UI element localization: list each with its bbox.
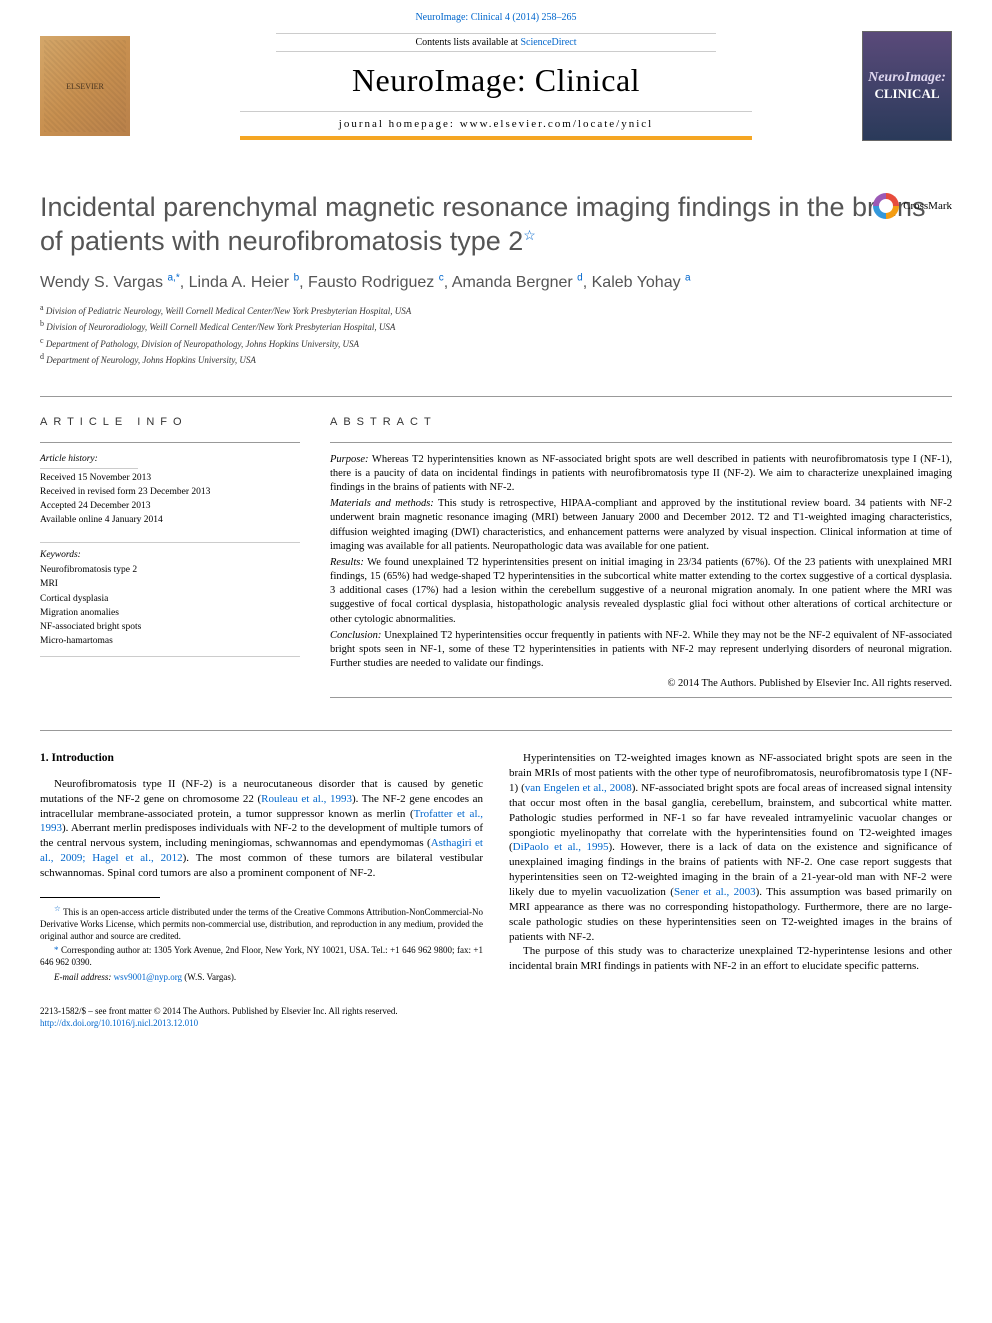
doi-link[interactable]: http://dx.doi.org/10.1016/j.nicl.2013.12…	[40, 1018, 198, 1028]
divider	[330, 697, 952, 698]
body-columns: 1. Introduction Neurofibromatosis type I…	[0, 751, 992, 994]
reference-link[interactable]: van Engelen et al., 2008	[525, 782, 632, 794]
footnotes-block: ☆ This is an open-access article distrib…	[40, 904, 483, 983]
elsevier-logo-label: ELSEVIER	[66, 82, 104, 91]
journal-homepage-url[interactable]: www.elsevier.com/locate/ynicl	[460, 118, 654, 130]
footnote-email: E-mail address: wsv9001@nyp.org (W.S. Va…	[40, 971, 483, 983]
title-footnote-star[interactable]: ☆	[523, 227, 536, 243]
affiliation: d Department of Neurology, Johns Hopkins…	[40, 351, 952, 368]
header-center: Contents lists available at ScienceDirec…	[130, 33, 862, 140]
affiliations-block: a Division of Pediatric Neurology, Weill…	[40, 302, 952, 368]
article-info-column: ARTICLE INFO Article history: Received 1…	[40, 415, 300, 709]
affiliation: c Department of Pathology, Division of N…	[40, 335, 952, 352]
body-column-right: Hyperintensities on T2-weighted images k…	[509, 751, 952, 984]
footnote-corresponding: * Corresponding author at: 1305 York Ave…	[40, 944, 483, 968]
keyword: Neurofibromatosis type 2	[40, 564, 300, 577]
history-line: Received in revised form 23 December 201…	[40, 486, 300, 499]
logo-line1: NeuroImage:	[863, 70, 951, 86]
author: Amanda Bergner d,	[452, 274, 592, 291]
affiliation: a Division of Pediatric Neurology, Weill…	[40, 302, 952, 319]
author: Wendy S. Vargas a,*,	[40, 274, 189, 291]
body-paragraph: Hyperintensities on T2-weighted images k…	[509, 751, 952, 944]
keyword: MRI	[40, 578, 300, 591]
history-label: Article history:	[40, 453, 138, 468]
journal-name: NeuroImage: Clinical	[130, 62, 862, 99]
abstract-conclusion: Conclusion: Unexplained T2 hyperintensit…	[330, 629, 952, 672]
divider	[40, 442, 300, 443]
reference-link[interactable]: DiPaolo et al., 1995	[513, 841, 609, 853]
footnote-divider	[40, 897, 160, 898]
abstract-copyright: © 2014 The Authors. Published by Elsevie…	[330, 677, 952, 691]
abstract-results: Results: We found unexplained T2 hyperin…	[330, 556, 952, 627]
contents-available-line: Contents lists available at ScienceDirec…	[276, 33, 715, 52]
article-title: Incidental parenchymal magnetic resonanc…	[40, 191, 952, 259]
crossmark-label: CrossMark	[903, 200, 952, 212]
body-column-left: 1. Introduction Neurofibromatosis type I…	[40, 751, 483, 984]
keyword: Cortical dysplasia	[40, 593, 300, 606]
history-line: Available online 4 January 2014	[40, 514, 300, 527]
elsevier-logo[interactable]: ELSEVIER	[40, 36, 130, 136]
journal-cover-logo: NeuroImage: CLINICAL	[862, 31, 952, 141]
abstract-materials: Materials and methods: This study is ret…	[330, 497, 952, 554]
meta-abstract-row: ARTICLE INFO Article history: Received 1…	[0, 397, 992, 719]
reference-link[interactable]: Rouleau et al., 1993	[261, 793, 352, 805]
body-paragraph: The purpose of this study was to charact…	[509, 944, 952, 974]
author: Linda A. Heier b,	[189, 274, 308, 291]
abstract-purpose: Purpose: Whereas T2 hyperintensities kno…	[330, 453, 952, 496]
keyword: Micro-hamartomas	[40, 635, 300, 648]
top-journal-name: NeuroImage: Clinical	[415, 12, 502, 23]
email-link[interactable]: wsv9001@nyp.org	[114, 972, 182, 982]
article-info-heading: ARTICLE INFO	[40, 415, 300, 430]
author: Kaleb Yohay a	[592, 274, 691, 291]
section-heading: 1. Introduction	[40, 751, 483, 767]
authors-line: Wendy S. Vargas a,*, Linda A. Heier b, F…	[40, 273, 952, 292]
sciencedirect-link[interactable]: ScienceDirect	[520, 37, 576, 48]
divider	[330, 442, 952, 443]
crossmark-icon	[873, 193, 899, 219]
title-block: CrossMark Incidental parenchymal magneti…	[0, 141, 992, 378]
history-line: Accepted 24 December 2013	[40, 500, 300, 513]
author: Fausto Rodriguez c,	[308, 274, 452, 291]
keyword: Migration anomalies	[40, 607, 300, 620]
body-paragraph: Neurofibromatosis type II (NF-2) is a ne…	[40, 777, 483, 881]
divider	[40, 730, 952, 731]
logo-line2: CLINICAL	[863, 86, 951, 102]
affiliation: b Division of Neuroradiology, Weill Corn…	[40, 318, 952, 335]
abstract-column: ABSTRACT Purpose: Whereas T2 hyperintens…	[330, 415, 952, 709]
footnote-star: ☆ This is an open-access article distrib…	[40, 904, 483, 942]
keyword: NF-associated bright spots	[40, 621, 300, 634]
footer-bar: 2213-1582/$ – see front matter © 2014 Th…	[0, 995, 992, 1050]
journal-header: ELSEVIER Contents lists available at Sci…	[0, 31, 992, 141]
abstract-heading: ABSTRACT	[330, 415, 952, 430]
journal-homepage-line: journal homepage: www.elsevier.com/locat…	[240, 111, 752, 140]
reference-link[interactable]: Sener et al., 2003	[674, 886, 756, 898]
history-line: Received 15 November 2013	[40, 472, 300, 485]
keywords-label: Keywords:	[40, 542, 300, 562]
crossmark-badge[interactable]: CrossMark	[873, 193, 952, 219]
footer-issn: 2213-1582/$ – see front matter © 2014 Th…	[40, 1005, 952, 1018]
top-citation: 4 (2014) 258–265	[505, 12, 577, 23]
top-citation-link[interactable]: NeuroImage: Clinical 4 (2014) 258–265	[0, 0, 992, 31]
